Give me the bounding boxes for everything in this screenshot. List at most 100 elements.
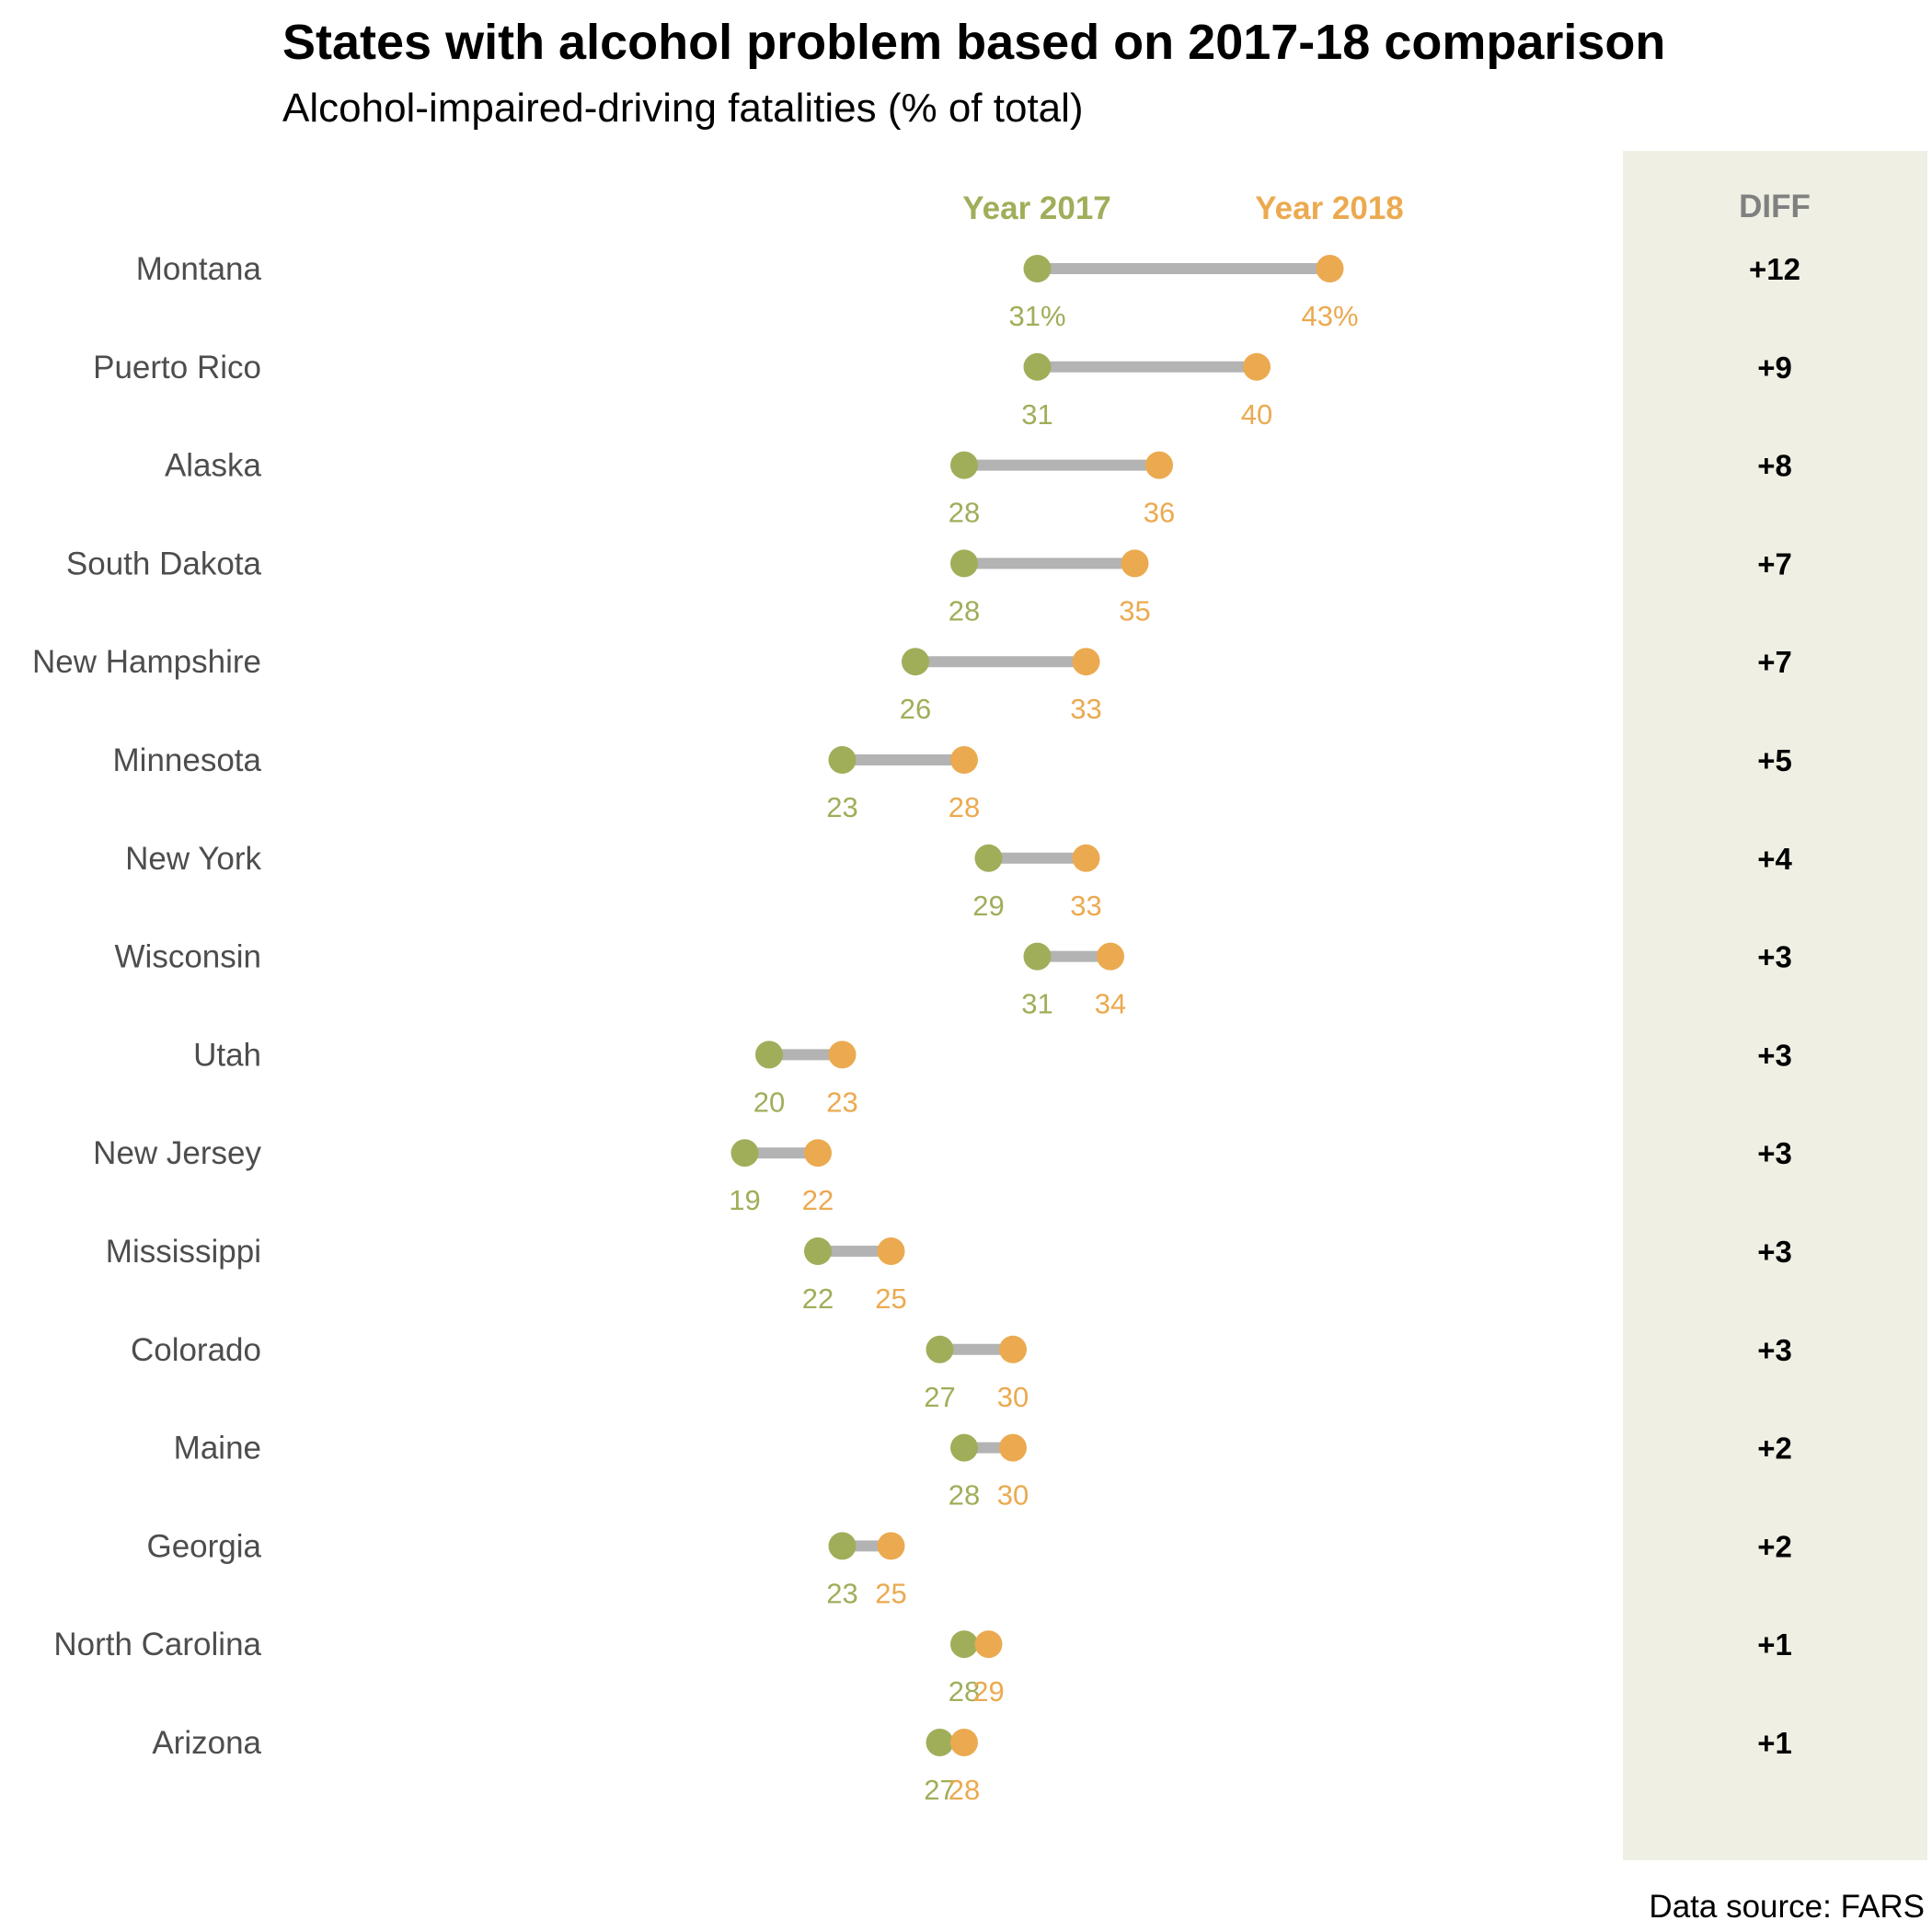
point-2017	[1023, 255, 1052, 282]
state-label: Colorado	[131, 1332, 261, 1368]
diff-value: +3	[1757, 1038, 1792, 1072]
point-2018	[804, 1139, 832, 1167]
value-label-2018: 40	[1241, 398, 1272, 431]
chart-subtitle: Alcohol-impaired-driving fatalities (% o…	[282, 86, 1084, 131]
value-label-2018: 34	[1095, 988, 1126, 1020]
state-label: New Jersey	[93, 1135, 261, 1171]
state-label: North Carolina	[53, 1627, 261, 1662]
point-2017	[755, 1041, 783, 1069]
state-label: Arizona	[152, 1725, 261, 1761]
point-2017	[950, 549, 978, 578]
value-label-2017: 19	[729, 1184, 760, 1216]
value-label-2018: 22	[802, 1184, 834, 1216]
state-label: Wisconsin	[115, 939, 261, 975]
value-label-2017: 26	[900, 693, 931, 725]
diff-value: +9	[1757, 351, 1792, 385]
diff-value: +12	[1749, 252, 1800, 286]
point-2018	[950, 1729, 978, 1756]
value-label-2017: 23	[826, 1577, 857, 1609]
value-label-2018: 30	[997, 1381, 1029, 1413]
value-label-2017: 31	[1021, 988, 1052, 1020]
diff-panel	[1623, 151, 1927, 1860]
state-label: Georgia	[146, 1528, 261, 1564]
value-label-2018: 33	[1070, 890, 1101, 922]
state-label: New York	[125, 841, 261, 877]
state-label: Utah	[193, 1037, 261, 1073]
value-label-2018: 25	[875, 1577, 906, 1609]
diff-value: +8	[1757, 449, 1792, 483]
diff-value: +5	[1757, 743, 1792, 777]
state-label: South Dakota	[66, 546, 262, 581]
value-label-2017: 31%	[1008, 300, 1065, 332]
value-label-2018: 29	[972, 1675, 1004, 1708]
dumbbell-rows: Montana 31% 43% +12 Puerto Rico 31 40 +9 Alaska 2…	[32, 251, 1800, 1806]
value-label-2017: 23	[826, 791, 857, 823]
value-label-2017: 29	[972, 890, 1004, 922]
value-label-2017: 28	[949, 594, 980, 627]
chart-title: States with alcohol problem based on 201…	[282, 15, 1665, 70]
diff-value: +4	[1757, 842, 1792, 876]
data-source: Data source: FARS	[1649, 1889, 1925, 1925]
value-label-2017: 27	[924, 1381, 955, 1413]
value-label-2018: 23	[826, 1086, 857, 1118]
value-label-2017: 27	[924, 1774, 955, 1806]
state-label: Puerto Rico	[93, 350, 261, 385]
point-2017	[828, 1532, 857, 1560]
point-2017	[950, 1433, 978, 1462]
point-2018	[1121, 549, 1149, 578]
legend-year-2018: Year 2018	[1255, 190, 1404, 226]
legend-year-2017: Year 2017	[962, 190, 1111, 226]
point-2018	[1243, 352, 1271, 381]
diff-value: +3	[1757, 1333, 1792, 1367]
point-2017	[828, 746, 857, 774]
value-label-2018: 36	[1144, 497, 1175, 529]
point-2017	[1023, 942, 1052, 971]
point-2017	[926, 1335, 954, 1363]
diff-value: +1	[1757, 1627, 1792, 1662]
point-2018	[877, 1532, 905, 1560]
value-label-2018: 30	[997, 1479, 1029, 1512]
value-label-2018: 28	[949, 791, 980, 823]
point-2017	[950, 1630, 978, 1659]
point-2017	[950, 451, 978, 479]
point-2018	[877, 1237, 905, 1265]
point-2018	[1097, 942, 1124, 971]
value-label-2018: 43%	[1301, 300, 1358, 332]
diff-value: +7	[1757, 546, 1792, 581]
state-label: Mississippi	[106, 1234, 261, 1270]
value-label-2017: 28	[949, 1479, 980, 1512]
state-label: Alaska	[165, 448, 262, 484]
state-label: New Hampshire	[32, 644, 261, 680]
point-2017	[974, 844, 1003, 872]
value-label-2017: 28	[949, 1675, 980, 1708]
diff-value: +3	[1757, 940, 1792, 974]
point-2018	[1316, 255, 1344, 282]
point-2017	[804, 1237, 832, 1265]
value-label-2018: 33	[1070, 693, 1101, 725]
diff-value: +1	[1757, 1726, 1792, 1760]
point-2018	[999, 1433, 1027, 1462]
diff-value: +3	[1757, 1136, 1792, 1170]
diff-value: +2	[1757, 1432, 1792, 1466]
point-2017	[902, 648, 929, 676]
value-label-2018: 25	[875, 1282, 906, 1315]
value-label-2017: 22	[802, 1282, 834, 1315]
point-2018	[999, 1335, 1027, 1363]
diff-value: +2	[1757, 1529, 1792, 1563]
value-label-2017: 28	[949, 497, 980, 529]
state-label: Minnesota	[113, 742, 262, 778]
diff-header: DIFF	[1739, 189, 1811, 224]
diff-value: +3	[1757, 1235, 1792, 1269]
state-label: Maine	[174, 1431, 261, 1466]
value-label-2018: 28	[949, 1774, 980, 1806]
point-2018	[828, 1041, 857, 1069]
point-2017	[926, 1729, 954, 1756]
diff-value: +7	[1757, 645, 1792, 679]
point-2018	[974, 1630, 1003, 1659]
point-2018	[1072, 844, 1100, 872]
value-label-2017: 20	[753, 1086, 785, 1118]
point-2017	[1023, 352, 1052, 381]
point-2018	[1072, 648, 1100, 676]
value-label-2017: 31	[1021, 398, 1052, 431]
